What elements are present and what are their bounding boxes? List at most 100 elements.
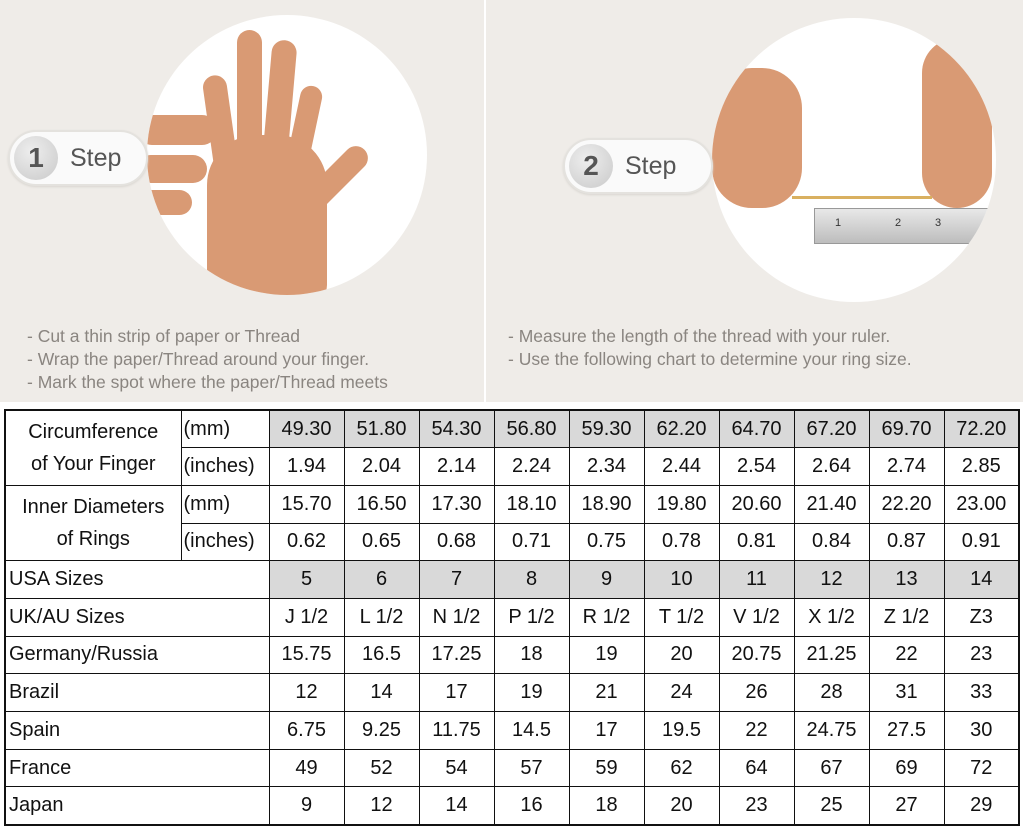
table-cell: N 1/2 xyxy=(418,597,495,637)
table-cell: 20.75 xyxy=(718,635,795,675)
table-cell: 13 xyxy=(868,560,945,599)
table-cell: 67.20 xyxy=(793,409,870,449)
table-cell: 62.20 xyxy=(643,409,720,449)
table-cell: 6 xyxy=(343,560,420,599)
table-cell: 2.54 xyxy=(718,447,795,486)
table-cell: 23 xyxy=(718,786,795,826)
table-cell: 25 xyxy=(793,786,870,826)
inner-diameter-label: Inner Diameters xyxy=(4,484,182,524)
table-cell: 69.70 xyxy=(868,409,945,449)
row-label: Spain xyxy=(4,711,270,750)
table-cell: 6.75 xyxy=(268,711,345,750)
unit-label: (inches) xyxy=(180,522,270,562)
table-cell: 5 xyxy=(268,560,345,599)
unit-label: (mm) xyxy=(180,484,270,524)
table-cell: X 1/2 xyxy=(793,597,870,637)
circumference-label: of Your Finger xyxy=(4,447,182,486)
step-number: 1 xyxy=(14,136,58,180)
table-cell: 64 xyxy=(718,748,795,788)
unit-label: (mm) xyxy=(180,409,270,449)
table-cell: 29 xyxy=(943,786,1020,826)
table-cell: P 1/2 xyxy=(493,597,570,637)
table-cell: 62 xyxy=(643,748,720,788)
step2-photo-ruler: 1 2 3 xyxy=(712,18,996,302)
table-cell: 27.5 xyxy=(868,711,945,750)
ring-size-table: Circumference (mm) 49.30 51.80 54.30 56.80 59.… xyxy=(4,409,1020,826)
table-cell: Z 1/2 xyxy=(868,597,945,637)
table-cell: R 1/2 xyxy=(568,597,645,637)
table-cell: 2.44 xyxy=(643,447,720,486)
table-cell: 18.10 xyxy=(493,484,570,524)
table-cell: 28 xyxy=(793,673,870,712)
table-cell: 23.00 xyxy=(943,484,1020,524)
table-cell: 18 xyxy=(568,786,645,826)
instruction-line: - Use the following chart to determine y… xyxy=(508,349,912,369)
table-cell: 19 xyxy=(568,635,645,675)
table-cell: 17.30 xyxy=(418,484,495,524)
table-cell: 16.50 xyxy=(343,484,420,524)
table-cell: 24.75 xyxy=(793,711,870,750)
table-cell: 0.78 xyxy=(643,522,720,562)
table-cell: 2.04 xyxy=(343,447,420,486)
table-cell: V 1/2 xyxy=(718,597,795,637)
table-cell: 31 xyxy=(868,673,945,712)
table-cell: 14 xyxy=(418,786,495,826)
table-row: UK/AU Sizes J 1/2 L 1/2 N 1/2 P 1/2 R 1/2 T 1/… xyxy=(4,597,1020,637)
table-cell: 54 xyxy=(418,748,495,788)
table-cell: 0.91 xyxy=(943,522,1020,562)
table-cell: 14 xyxy=(343,673,420,712)
step1-photo-hand xyxy=(147,15,427,295)
row-label: USA Sizes xyxy=(4,560,270,599)
ruler-mark: 1 xyxy=(835,217,842,229)
table-cell: 23 xyxy=(943,635,1020,675)
table-cell: 24 xyxy=(643,673,720,712)
table-cell: 2.24 xyxy=(493,447,570,486)
table-cell: 2.14 xyxy=(418,447,495,486)
table-cell: Z3 xyxy=(943,597,1020,637)
row-label: France xyxy=(4,748,270,788)
ruler: 1 2 3 xyxy=(814,208,994,244)
table-cell: 11.75 xyxy=(418,711,495,750)
table-row: Germany/Russia 15.75 16.5 17.25 18 19 20 20.75 2… xyxy=(4,635,1020,675)
table-cell: 17 xyxy=(418,673,495,712)
table-row: Spain 6.75 9.25 11.75 14.5 17 19.5 22 24.75 27.5 3… xyxy=(4,711,1020,750)
instructions-panel: 1 Step - Cut a thin strip of paper or Th… xyxy=(0,0,1023,402)
step1-badge: 1 Step xyxy=(8,130,148,186)
circumference-inches-row: of Your Finger (inches) 1.94 2.04 2.14 2.24 2.… xyxy=(4,447,1020,486)
table-cell: 19.5 xyxy=(643,711,720,750)
instruction-line: - Mark the spot where the paper/Thread m… xyxy=(27,372,388,392)
table-cell: 57 xyxy=(493,748,570,788)
table-cell: 26 xyxy=(718,673,795,712)
table-cell: 0.65 xyxy=(343,522,420,562)
table-cell: 0.81 xyxy=(718,522,795,562)
step-label: Step xyxy=(625,151,677,180)
table-row: Brazil 12 14 17 19 21 24 26 28 31 33 xyxy=(4,673,1020,712)
table-cell: 15.70 xyxy=(268,484,345,524)
table-cell: 18 xyxy=(493,635,570,675)
ruler-mark: 3 xyxy=(935,217,942,229)
table-cell: 0.84 xyxy=(793,522,870,562)
table-cell: 33 xyxy=(943,673,1020,712)
table-cell: 59.30 xyxy=(568,409,645,449)
inner-diameter-inches-row: of Rings (inches) 0.62 0.65 0.68 0.71 0.75 0.78… xyxy=(4,522,1020,562)
table-cell: 67 xyxy=(793,748,870,788)
table-cell: 10 xyxy=(643,560,720,599)
table-cell: 72.20 xyxy=(943,409,1020,449)
table-cell: 27 xyxy=(868,786,945,826)
table-cell: 56.80 xyxy=(493,409,570,449)
table-cell: 20 xyxy=(643,635,720,675)
inner-diameter-label: of Rings xyxy=(4,523,182,562)
table-row: France 49 52 54 57 59 62 64 67 69 72 xyxy=(4,748,1020,788)
table-cell: 17 xyxy=(568,711,645,750)
circumference-mm-row: Circumference (mm) 49.30 51.80 54.30 56.80 59.… xyxy=(4,409,1020,449)
step2-instructions: - Measure the length of the thread with … xyxy=(508,325,912,371)
table-cell: J 1/2 xyxy=(268,597,345,637)
table-cell: 59 xyxy=(568,748,645,788)
table-cell: 16 xyxy=(493,786,570,826)
table-row: USA Sizes 5 6 7 8 9 10 11 12 13 14 xyxy=(4,560,1020,599)
step-number: 2 xyxy=(569,144,613,188)
table-cell: 0.68 xyxy=(418,522,495,562)
row-label: Germany/Russia xyxy=(4,635,270,675)
table-cell: 22.20 xyxy=(868,484,945,524)
table-cell: 7 xyxy=(418,560,495,599)
